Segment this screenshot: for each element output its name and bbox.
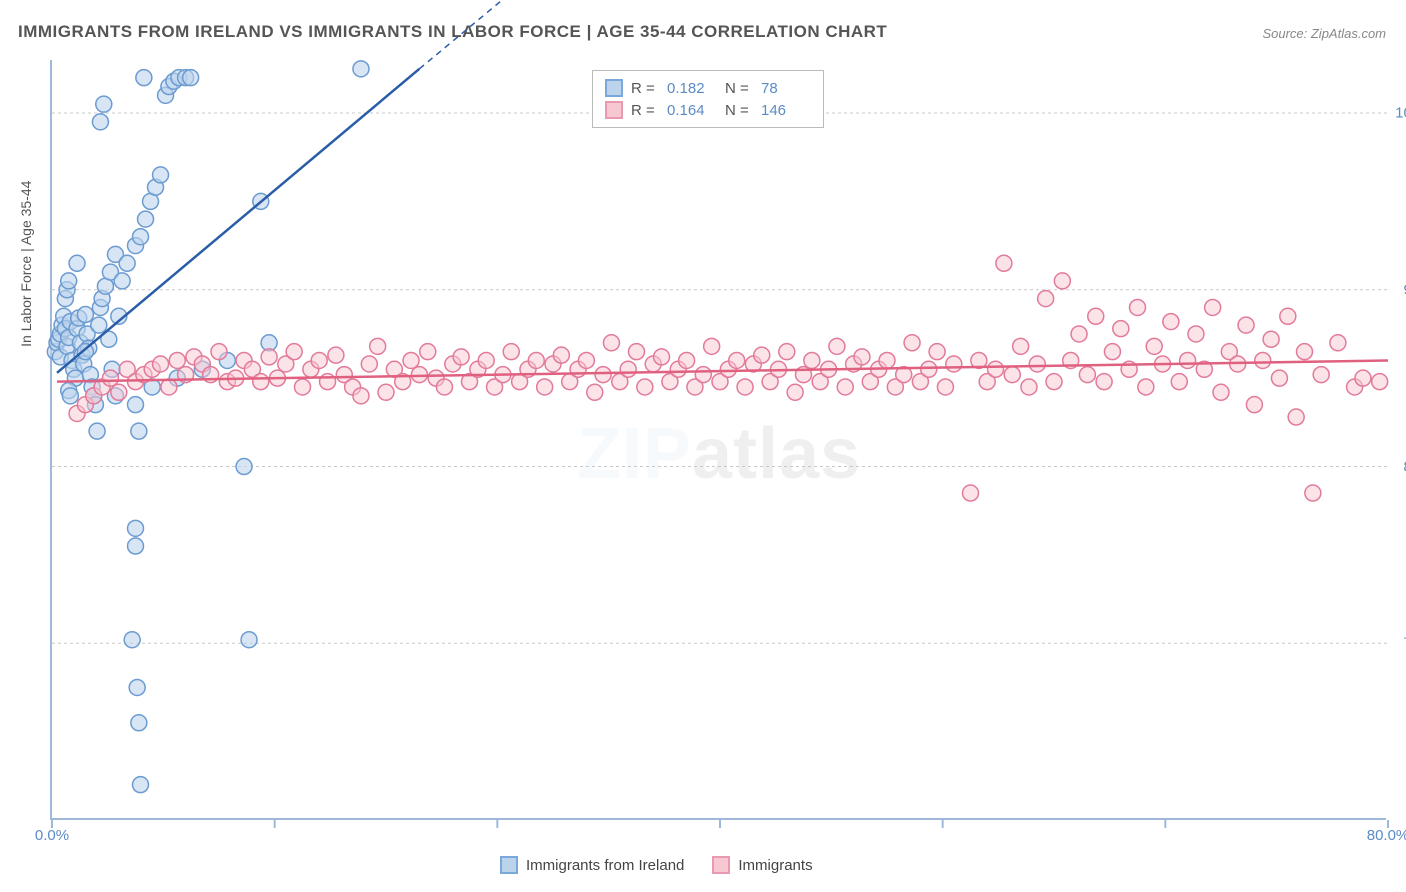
legend-label: Immigrants from Ireland (526, 857, 684, 874)
scatter-plot (52, 60, 1386, 818)
legend-swatch (605, 79, 623, 97)
y-axis-title: In Labor Force | Age 35-44 (18, 181, 34, 347)
legend-item: Immigrants from Ireland (500, 856, 684, 874)
n-value: 146 (761, 102, 811, 119)
n-label: N = (725, 80, 753, 97)
legend-swatch (500, 856, 518, 874)
x-tick-label: 80.0% (1367, 827, 1406, 844)
legend-row: R = 0.164 N = 146 (605, 99, 811, 121)
legend-swatch (712, 856, 730, 874)
correlation-legend: R = 0.182 N = 78 R = 0.164 N = 146 (592, 70, 824, 128)
legend-item: Immigrants (712, 856, 812, 874)
series-legend: Immigrants from Ireland Immigrants (500, 856, 813, 874)
legend-row: R = 0.182 N = 78 (605, 77, 811, 99)
x-tick-label: 0.0% (35, 827, 69, 844)
legend-swatch (605, 101, 623, 119)
y-tick-label: 100.0% (1395, 105, 1406, 122)
r-label: R = (631, 80, 659, 97)
page-title: IMMIGRANTS FROM IRELAND VS IMMIGRANTS IN… (18, 22, 887, 42)
r-value: 0.182 (667, 80, 717, 97)
r-label: R = (631, 102, 659, 119)
chart-area: ZIPatlas R =0.182N =78R =0.164N =146 70.… (50, 60, 1386, 820)
n-value: 78 (761, 80, 811, 97)
r-value: 0.164 (667, 102, 717, 119)
legend-label: Immigrants (738, 857, 812, 874)
n-label: N = (725, 102, 753, 119)
source-label: Source: ZipAtlas.com (1262, 26, 1386, 41)
